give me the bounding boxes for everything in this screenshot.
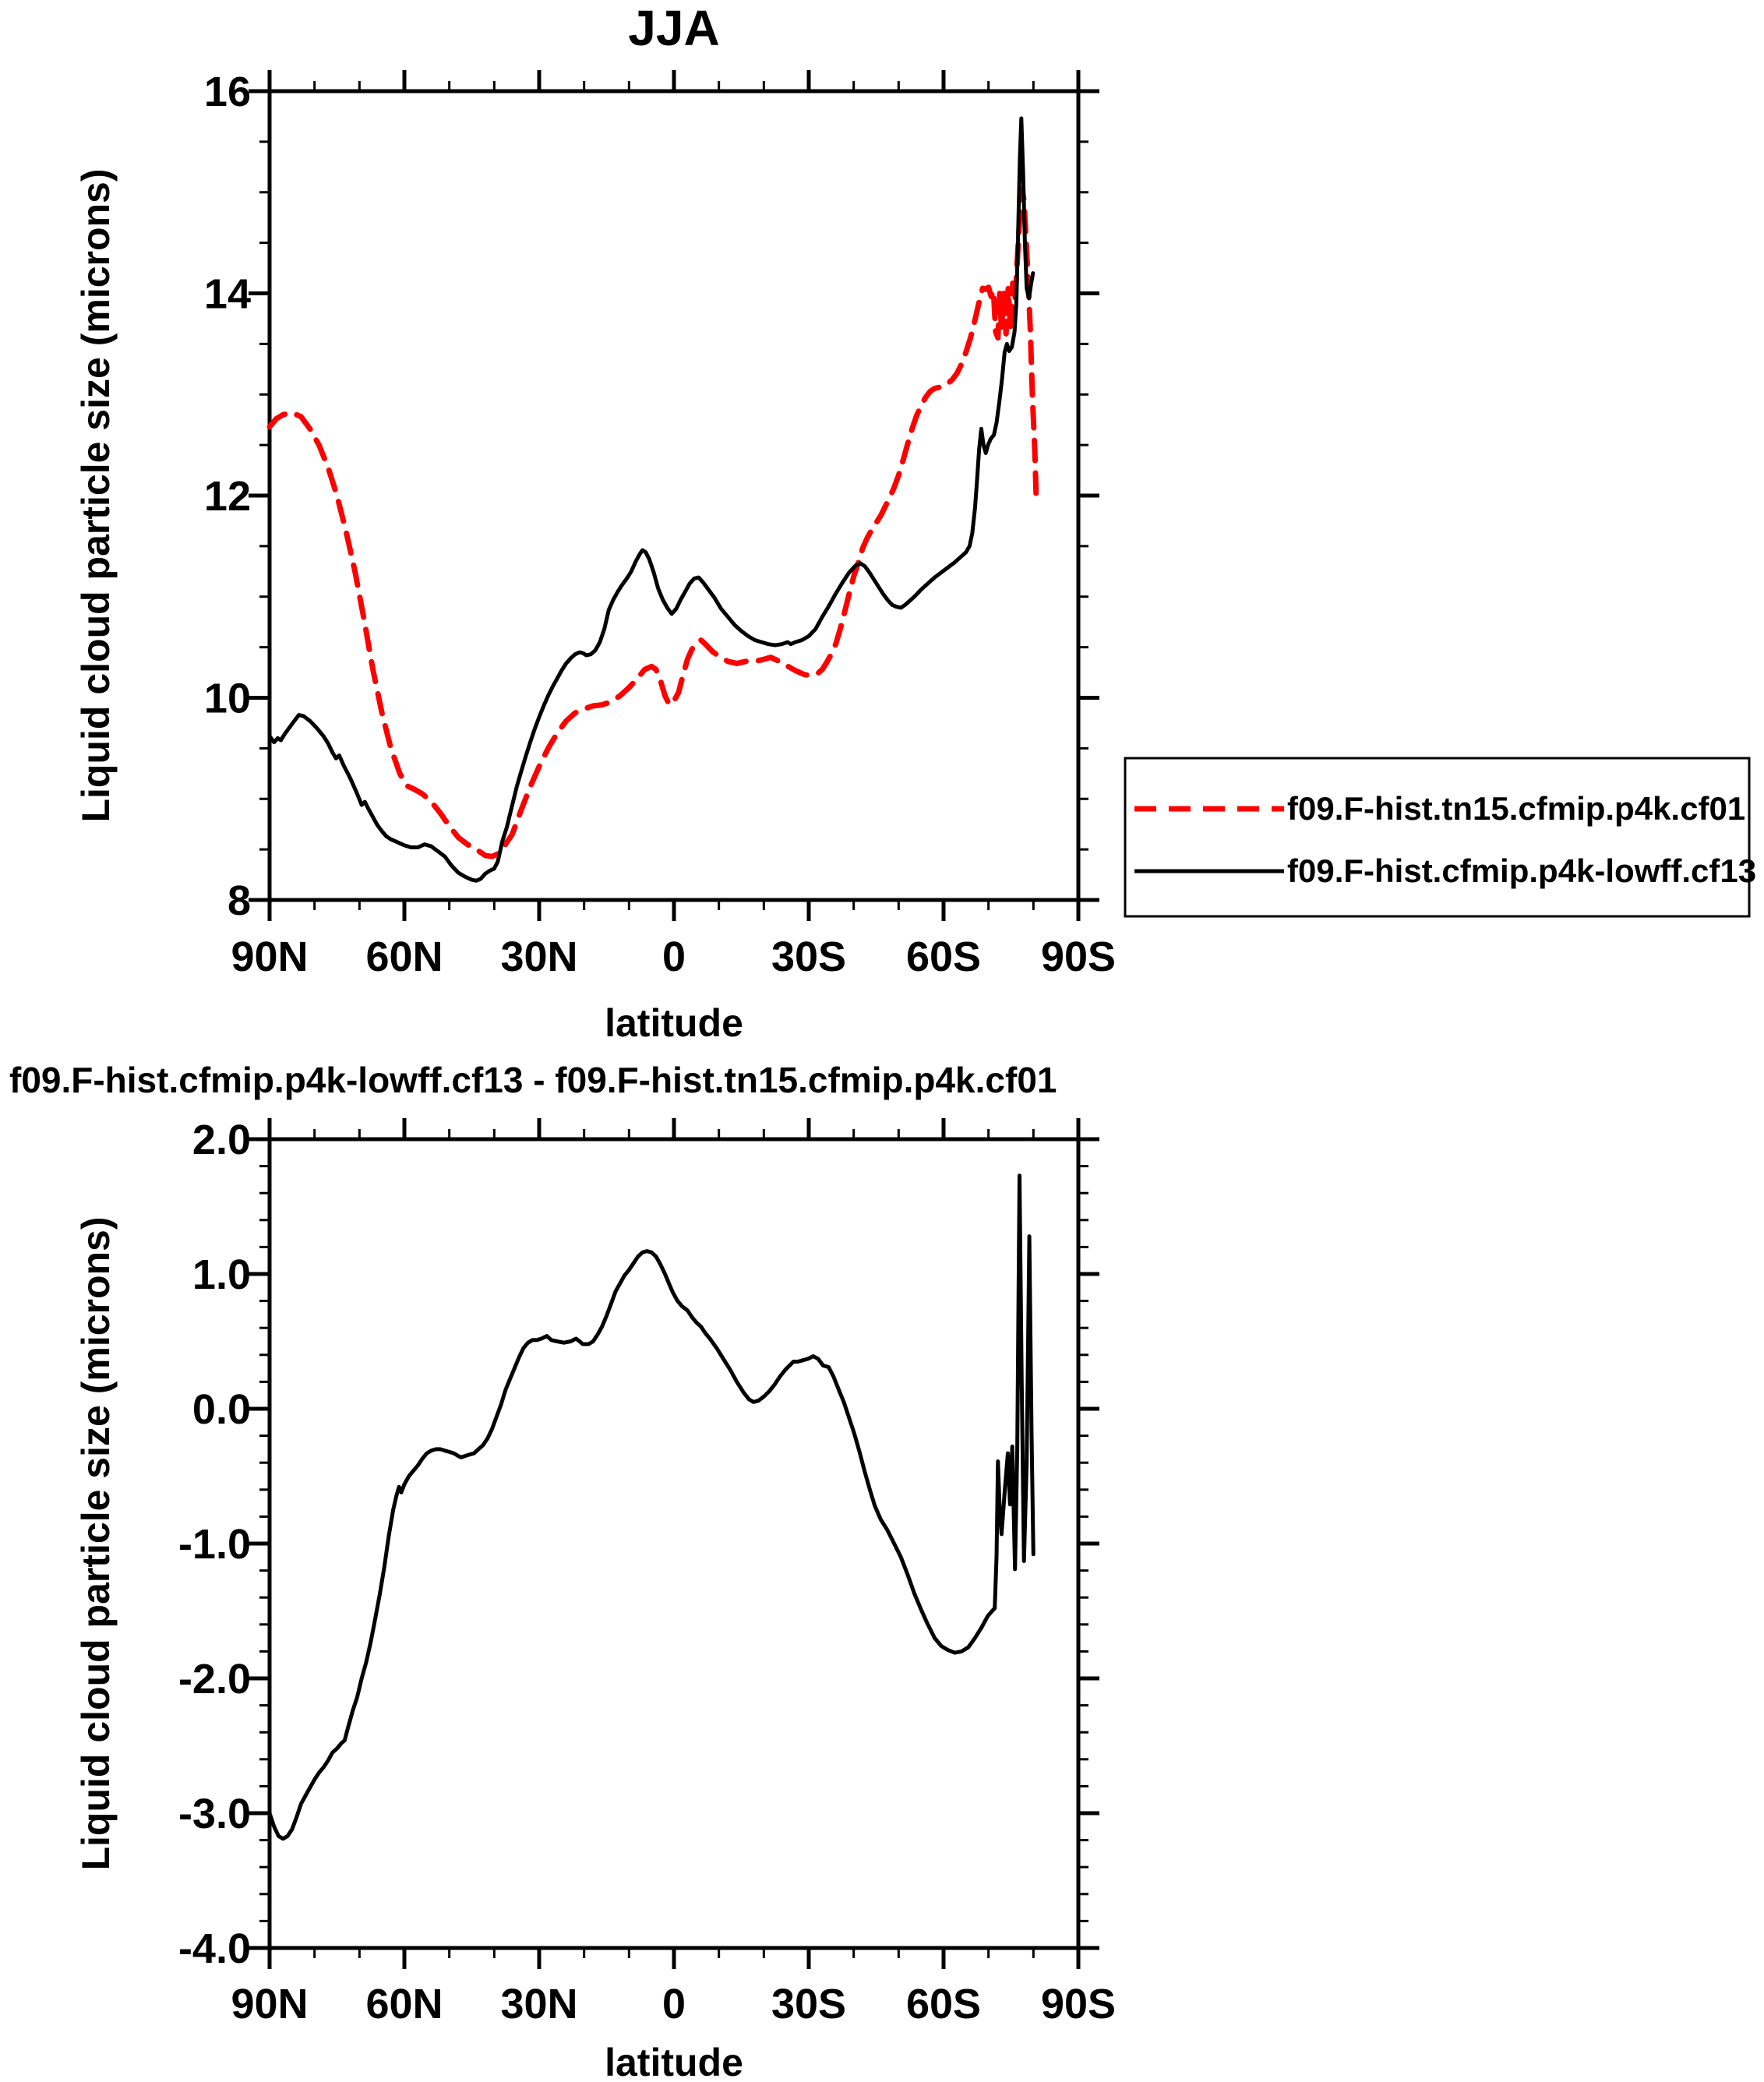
x-tick-label: 30S: [771, 1981, 846, 2027]
bottom-y-axis-title: Liquid cloud particle size (microns): [74, 1216, 118, 1870]
series-line-difference-cf13-cf01: [267, 1173, 1035, 1841]
y-tick-label: 2.0: [192, 1117, 251, 1163]
x-tick-label: 0: [662, 933, 686, 980]
top-y-axis-title: Liquid cloud particle size (microns): [74, 168, 118, 822]
x-tick-label: 60N: [365, 933, 443, 980]
plot-box: [267, 1137, 1081, 1950]
x-tick-label: 90S: [1041, 1981, 1116, 2027]
legend: f09.F-hist.tn15.cfmip.p4k.cf01 f09.F-his…: [1124, 757, 1756, 918]
plot-box: [267, 89, 1081, 902]
legend-label-cf01: f09.F-hist.tn15.cfmip.p4k.cf01: [1287, 790, 1745, 827]
y-tick-label: -3.0: [178, 1791, 251, 1837]
bottom-x-axis-title: latitude: [605, 2041, 743, 2082]
x-tick-label: 60N: [365, 1981, 443, 2027]
series-line-f09-f-hist-tn15-cfmip-p4k-cf01: [266, 186, 1039, 859]
y-tick-label: 14: [204, 271, 251, 318]
y-tick-label: 1.0: [192, 1251, 251, 1298]
bottom-panel-axes-and-series: 90N 60N 30N 0 30S 60S 90S 2.0 1.0 0.0 -1.0 -2.0 -3.0…: [178, 1117, 1116, 2027]
y-tick-label: -2.0: [178, 1656, 251, 1703]
x-tick-label: 60S: [906, 933, 981, 980]
y-tick-label: -4.0: [178, 1925, 251, 1972]
y-tick-label: 16: [204, 69, 251, 115]
top-panel-title: JJA: [628, 0, 719, 56]
x-tick-label: 30N: [500, 933, 577, 980]
series-line-f09-f-hist-cfmip-p4k-lowff-cf13: [267, 116, 1035, 883]
x-tick-label: 60S: [906, 1981, 981, 2027]
y-tick-label: 12: [204, 473, 251, 520]
top-panel-axes-and-series: 90N 60N 30N 0 30S 60S 90S 16 14 12 10 8: [204, 69, 1116, 980]
y-tick-label: 10: [204, 676, 251, 722]
x-tick-label: 30N: [500, 1981, 577, 2027]
x-tick-label: 90N: [231, 933, 308, 980]
x-tick-label: 30S: [771, 933, 846, 980]
y-tick-label: 0.0: [192, 1386, 251, 1433]
top-x-axis-title: latitude: [605, 1001, 743, 1045]
x-tick-label: 0: [662, 1981, 686, 2027]
y-tick-label: -1.0: [178, 1521, 251, 1568]
bottom-panel-title: f09.F-hist.cfmip.p4k-lowff.cf13 - f09.F-…: [9, 1060, 1057, 1100]
legend-box: [1124, 757, 1751, 918]
legend-label-cf13: f09.F-hist.cfmip.p4k-lowff.cf13: [1287, 852, 1756, 889]
x-tick-label: 90S: [1041, 933, 1116, 980]
x-tick-label: 90N: [231, 1981, 308, 2027]
y-tick-label: 8: [228, 877, 251, 924]
